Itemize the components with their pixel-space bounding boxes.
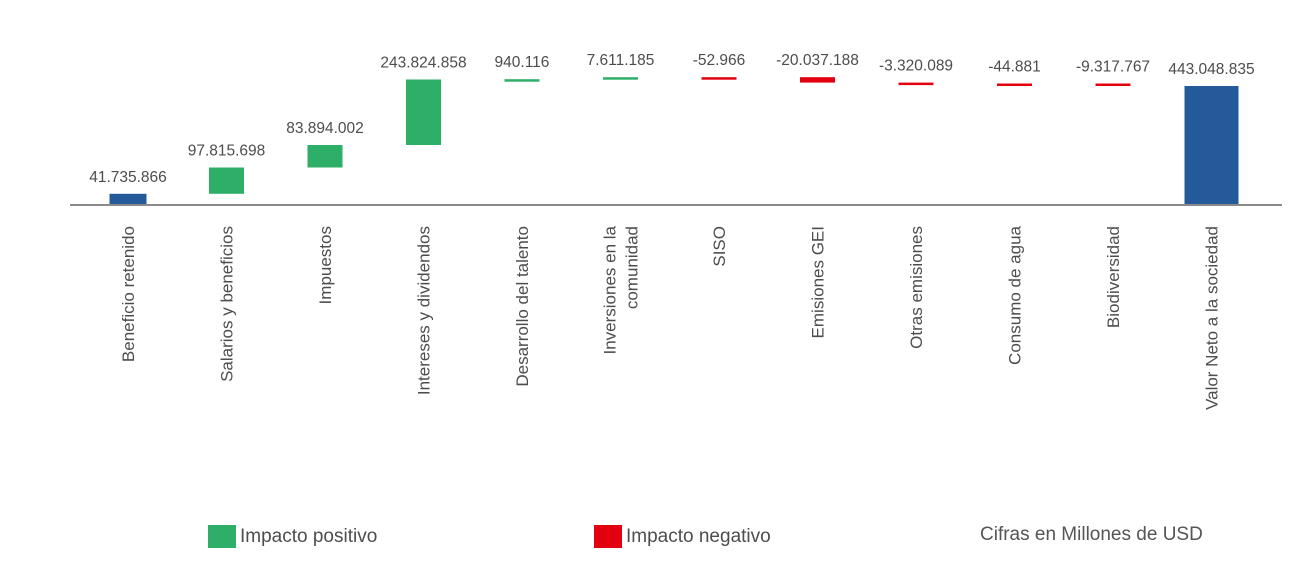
value-label-0: 41.735.866	[89, 169, 167, 186]
category-label-10: Biodiversidad	[1104, 226, 1123, 328]
category-label-4: Desarrollo del talento	[513, 226, 532, 387]
category-label-line: Otras emisiones	[907, 226, 926, 349]
bar-3	[406, 79, 441, 145]
legend-label-negative: Impacto negativo	[626, 526, 771, 547]
value-label-8: -3.320.089	[879, 58, 953, 75]
value-label-1: 97.815.698	[188, 143, 266, 160]
category-label-6: SISO	[710, 226, 729, 267]
category-label-line: Desarrollo del talento	[513, 226, 532, 387]
waterfall-chart: 41.735.866 97.815.698 83.894.002 243.824.85…	[70, 52, 1282, 410]
chart-value-labels: 41.735.866 97.815.698 83.894.002 243.824.85…	[89, 52, 1254, 186]
category-label-1: Salarios y beneficios	[218, 226, 237, 382]
category-label-line: SISO	[710, 226, 729, 267]
category-label-line: Salarios y beneficios	[218, 226, 237, 382]
bar-6	[701, 77, 737, 80]
bar-1	[209, 167, 244, 194]
bar-10	[1095, 83, 1131, 86]
value-label-2: 83.894.002	[286, 120, 364, 137]
category-label-line: comunidad	[623, 226, 642, 309]
value-label-6: -52.966	[693, 52, 746, 69]
bar-2	[307, 145, 343, 168]
category-label-line: Biodiversidad	[1104, 226, 1123, 328]
category-label-7: Emisiones GEI	[809, 226, 828, 338]
chart-category-labels: Beneficio retenido Salarios y beneficios I…	[119, 225, 1222, 410]
category-label-8: Otras emisiones	[907, 226, 926, 349]
category-label-line: Intereses y dividendos	[415, 226, 434, 395]
legend-swatch-negative	[594, 524, 622, 548]
chart-legend: Impacto positivo Impacto negativo	[0, 521, 1297, 553]
value-label-4: 940.116	[495, 54, 550, 71]
category-label-line: Inversiones en la	[601, 225, 620, 354]
value-label-9: -44.881	[988, 59, 1041, 76]
category-label-11: Valor Neto a la sociedad	[1203, 226, 1222, 410]
category-label-line: Consumo de agua	[1006, 225, 1025, 364]
legend-item-positive: Impacto positivo	[208, 521, 377, 551]
category-label-3: Intereses y dividendos	[415, 226, 434, 395]
value-label-3: 243.824.858	[380, 55, 466, 72]
bar-7	[800, 77, 835, 83]
bar-11	[1184, 86, 1239, 205]
category-label-line: Impuestos	[316, 226, 335, 304]
category-label-line: Emisiones GEI	[809, 226, 828, 338]
category-label-line: Beneficio retenido	[119, 226, 138, 362]
legend-label-positive: Impacto positivo	[240, 526, 378, 547]
value-label-10: -9.317.767	[1076, 59, 1150, 76]
bar-4	[504, 79, 540, 82]
category-label-2: Impuestos	[316, 226, 335, 304]
category-label-9: Consumo de agua	[1006, 225, 1025, 364]
category-label-5: Inversiones en la comunidad	[601, 225, 642, 354]
chart-bars	[109, 77, 1239, 205]
bar-9	[997, 83, 1032, 86]
category-label-line: Valor Neto a la sociedad	[1203, 226, 1222, 410]
category-label-0: Beneficio retenido	[119, 226, 138, 362]
legend-swatch-positive	[208, 524, 236, 548]
value-label-5: 7.611.185	[587, 52, 655, 69]
value-label-11: 443.048.835	[1168, 61, 1254, 78]
bar-5	[603, 77, 638, 80]
legend-item-negative: Impacto negativo	[594, 521, 771, 551]
value-label-7: -20.037.188	[776, 52, 859, 69]
bar-0	[109, 193, 147, 205]
bar-8	[898, 82, 934, 86]
units-note: Cifras en Millones de USD	[980, 524, 1203, 545]
